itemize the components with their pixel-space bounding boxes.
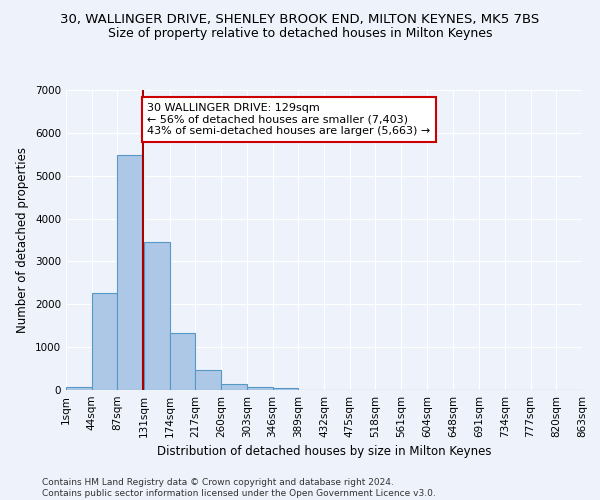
Bar <box>92 292 118 390</box>
Bar <box>272 388 298 390</box>
Bar <box>195 370 221 390</box>
Text: 30, WALLINGER DRIVE, SHENLEY BROOK END, MILTON KEYNES, MK5 7BS: 30, WALLINGER DRIVE, SHENLEY BROOK END, … <box>61 12 539 26</box>
Bar <box>170 333 195 390</box>
Bar <box>144 242 170 390</box>
Bar <box>247 387 272 390</box>
Text: Contains HM Land Registry data © Crown copyright and database right 2024.
Contai: Contains HM Land Registry data © Crown c… <box>42 478 436 498</box>
Bar <box>221 384 247 390</box>
Bar <box>66 387 92 390</box>
Text: Size of property relative to detached houses in Milton Keynes: Size of property relative to detached ho… <box>108 28 492 40</box>
Y-axis label: Number of detached properties: Number of detached properties <box>16 147 29 333</box>
Text: 30 WALLINGER DRIVE: 129sqm
← 56% of detached houses are smaller (7,403)
43% of s: 30 WALLINGER DRIVE: 129sqm ← 56% of deta… <box>148 103 431 136</box>
Bar <box>118 156 143 390</box>
X-axis label: Distribution of detached houses by size in Milton Keynes: Distribution of detached houses by size … <box>157 446 491 458</box>
